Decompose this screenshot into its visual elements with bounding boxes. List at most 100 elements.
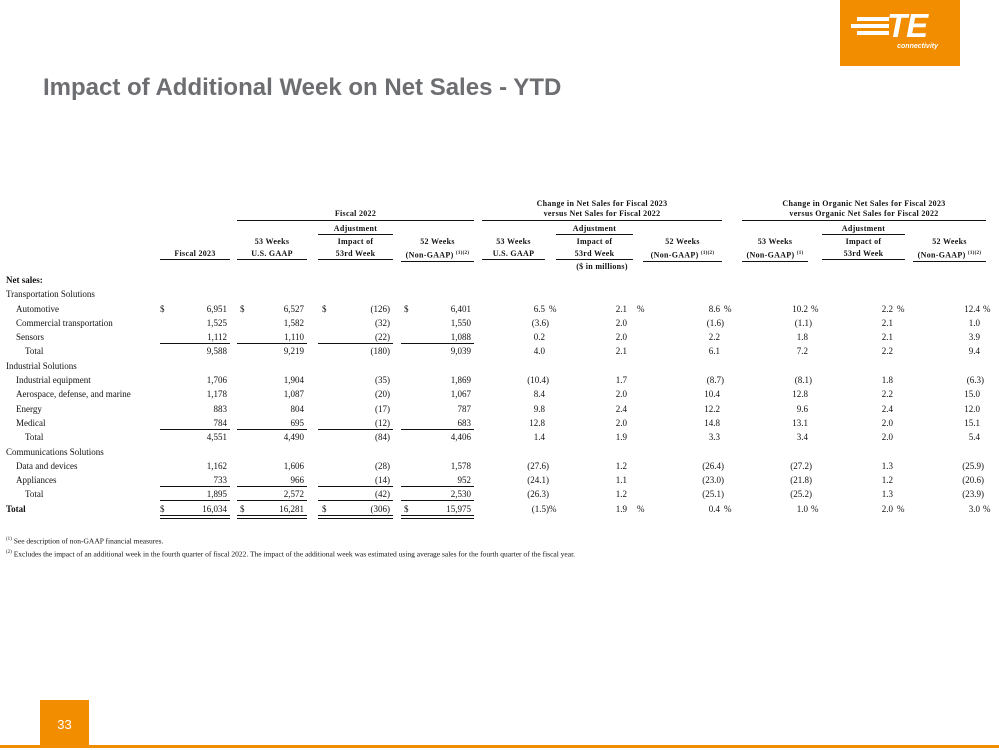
divider <box>237 220 474 221</box>
cell-value: 2.1 <box>615 303 627 314</box>
column-header-line2: (Non-GAAP) (1)(2) <box>643 249 722 262</box>
footnote-marker: (1)(2) <box>700 251 715 256</box>
table-row: Total 4,551 4,490 (84) 4,406 1.4 1.9 3.3 3.4 2.0 5… <box>0 430 999 444</box>
cell-value: (27.2) <box>790 460 812 471</box>
cell-value: (84) <box>375 432 390 443</box>
row-label: Industrial equipment <box>16 375 91 386</box>
page-number: 33 <box>57 717 72 732</box>
column-header-adjustment: Adjustment <box>556 224 633 235</box>
cell-value: 10.2 <box>792 303 808 314</box>
table-row: Energy 883 804 (17) 787 9.8 2.4 12.2 9.6 2.4 12.0 <box>0 402 999 416</box>
cell-value: 15.1 <box>964 417 980 428</box>
cell-value: (20) <box>375 389 390 400</box>
cell-value: 0.2 <box>533 332 545 343</box>
percent-sign: % <box>637 503 645 514</box>
cell-value: 2.0 <box>615 389 627 400</box>
cell-value: 3.9 <box>968 332 980 343</box>
footnote-marker: (1)(2) <box>967 251 982 256</box>
column-header-line2: (Non-GAAP) (1)(2) <box>401 249 474 262</box>
cell-value: 2.0 <box>615 317 627 328</box>
cell-value: 12.8 <box>529 417 545 428</box>
column-header-text: (Non-GAAP) <box>650 250 699 260</box>
column-header-line1: 53 Weeks <box>254 237 290 246</box>
group-header-change-net-2: versus Net Sales for Fiscal 2022 <box>543 209 661 218</box>
percent-sign: % <box>549 503 557 514</box>
cell-value: (23.9) <box>962 489 984 500</box>
cell-value: (3.6) <box>531 317 549 328</box>
table-row: Total 16,034 16,281 (306) 15,975 (1.5) 1.9 0.4 1… <box>0 502 999 519</box>
cell-value: 966 <box>290 475 305 486</box>
row-label: Total <box>25 489 44 500</box>
table-row: Total 9,588 9,219 (180) 9,039 4.0 2.1 6.1 7.2 2.2… <box>0 344 999 358</box>
cell-value: 1,550 <box>450 317 471 328</box>
divider <box>742 220 986 221</box>
cell-value: 1,582 <box>283 317 304 328</box>
cell-value: (8.7) <box>706 375 724 386</box>
cell-value: (21.8) <box>790 475 812 486</box>
percent-sign: % <box>983 503 991 514</box>
column-header-line2: U.S. GAAP <box>482 249 545 260</box>
cell-value: 13.1 <box>792 417 808 428</box>
column-header-line1: Impact of <box>845 237 882 246</box>
row-label: Data and devices <box>16 460 78 471</box>
dollar-sign: $ <box>322 503 327 514</box>
cell-value: 1,162 <box>206 460 227 471</box>
cell-value: 1.7 <box>615 375 627 386</box>
column-header-line2: 53rd Week <box>822 249 905 260</box>
group-header-change-organic-2: versus Organic Net Sales for Fiscal 2022 <box>789 209 939 218</box>
cell-value: 12.2 <box>704 403 720 414</box>
column-header-line1: 52 Weeks <box>420 237 455 246</box>
page-number-box: 33 <box>40 700 89 747</box>
subtotal-rule <box>160 343 230 345</box>
column-header-line1: 53 Weeks <box>757 237 793 246</box>
cell-value: 4,490 <box>283 432 304 443</box>
table-row: Medical 784 695 (12) 683 12.8 2.0 14.8 13.1 2.0 15… <box>0 416 999 430</box>
cell-value: 4,406 <box>450 432 471 443</box>
cell-value: 1.0 <box>968 317 980 328</box>
subtotal-rule <box>237 486 307 488</box>
cell-value: 695 <box>290 417 305 428</box>
cell-value: 9.8 <box>533 403 545 414</box>
divider <box>482 220 722 221</box>
cell-value: (1.1) <box>794 317 812 328</box>
cell-value: 4.0 <box>533 346 545 357</box>
bottom-accent-bar <box>0 745 999 748</box>
cell-value: (1.5) <box>531 503 549 514</box>
grand-total-double-rule <box>160 514 230 519</box>
table-row: Net sales: <box>0 273 999 287</box>
row-label: Total <box>6 503 26 514</box>
cell-value: 733 <box>213 475 228 486</box>
cell-value: 1,067 <box>450 389 471 400</box>
cell-value: 2.0 <box>881 417 893 428</box>
cell-value: 15.0 <box>964 389 980 400</box>
row-label: Energy <box>16 403 42 414</box>
cell-value: 1,178 <box>206 389 227 400</box>
row-label: Aerospace, defense, and marine <box>16 389 131 400</box>
net-sales-table: Net sales: Transportation Solutions Automo… <box>0 273 999 519</box>
column-header-text: (Non-GAAP) <box>405 250 454 260</box>
cell-value: (26.4) <box>702 460 724 471</box>
subtotal-rule <box>401 343 474 345</box>
cell-value: (10.4) <box>527 375 549 386</box>
table-row: Total 1,895 2,572 (42) 2,530 (26.3) 1.2 (25.1) (… <box>0 487 999 502</box>
dollar-sign: $ <box>160 303 165 314</box>
cell-value: 3.0 <box>968 503 980 514</box>
cell-value: (32) <box>375 317 390 328</box>
column-header-text: (Non-GAAP) <box>917 250 966 260</box>
row-label: Transportation Solutions <box>6 289 95 300</box>
dollar-sign: $ <box>322 303 327 314</box>
cell-value: (35) <box>375 375 390 386</box>
cell-value: 1.9 <box>615 503 627 514</box>
column-header-line2: U.S. GAAP <box>237 249 307 260</box>
cell-value: 2.2 <box>708 332 720 343</box>
cell-value: 5.4 <box>968 432 980 443</box>
cell-value: 16,281 <box>279 503 304 514</box>
logo-bars-icon <box>851 17 889 35</box>
cell-value: 1.9 <box>615 432 627 443</box>
grand-total-double-rule <box>237 514 307 519</box>
subtotal-rule <box>237 500 307 502</box>
cell-value: 1.2 <box>615 460 627 471</box>
cell-value: 2.2 <box>881 303 893 314</box>
percent-sign: % <box>724 303 732 314</box>
subtotal-rule <box>401 500 474 502</box>
